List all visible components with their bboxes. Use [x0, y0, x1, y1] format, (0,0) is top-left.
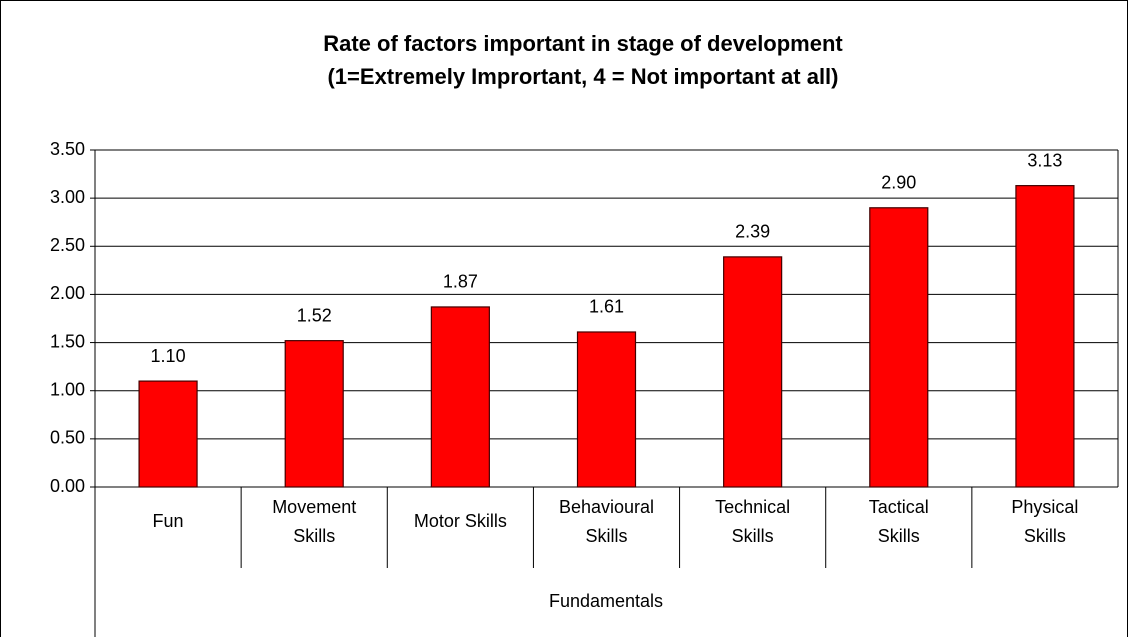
y-tick-label: 0.00 — [50, 476, 85, 496]
x-tick-label-line: Skills — [732, 526, 774, 546]
bar — [576, 331, 637, 488]
data-label: 2.90 — [881, 173, 916, 193]
y-tick-label: 3.50 — [50, 139, 85, 159]
data-label: 3.13 — [1027, 150, 1062, 170]
bar — [430, 306, 490, 488]
x-tick-label-line: Physical — [1011, 497, 1078, 517]
y-tick-label: 3.00 — [50, 187, 85, 207]
y-tick-label: 1.50 — [50, 331, 85, 351]
x-tick-label: Technical Skills — [715, 497, 790, 546]
y-tick-label: 2.00 — [50, 283, 85, 303]
data-label: 2.39 — [735, 222, 770, 242]
x-tick-label-line: Technical — [715, 497, 790, 517]
x-tick-label-line: Behavioural — [559, 497, 654, 517]
x-tick-label: Fun — [153, 511, 184, 531]
x-tick-label: Movement Skills — [272, 497, 356, 546]
x-tick-label: Behavioural Skills — [559, 497, 654, 546]
bar — [723, 256, 783, 488]
x-tick-label-line: Tactical — [869, 497, 929, 517]
y-tick-label: 2.50 — [50, 235, 85, 255]
x-tick-label-line: Skills — [878, 526, 920, 546]
y-tick-label: 0.50 — [50, 428, 85, 448]
data-label: 1.61 — [589, 297, 624, 317]
x-tick-label: Motor Skills — [414, 511, 507, 531]
x-tick-label: Tactical Skills — [869, 497, 929, 546]
data-label: 1.10 — [151, 346, 186, 366]
bar — [284, 340, 344, 488]
x-tick-label-line: Skills — [293, 526, 335, 546]
data-label: 1.87 — [443, 272, 478, 292]
chart-title: Rate of factors important in stage of de… — [323, 31, 843, 56]
bar — [138, 380, 198, 488]
x-tick-label-line: Movement — [272, 497, 356, 517]
x-tick-label-line: Skills — [585, 526, 627, 546]
bar — [869, 207, 929, 488]
bar — [1015, 185, 1075, 488]
x-tick-label: Physical Skills — [1011, 497, 1078, 546]
chart-subtitle: (1=Extremely Imprortant, 4 = Not importa… — [327, 64, 838, 89]
x-tick-label-line: Skills — [1024, 526, 1066, 546]
data-label: 1.52 — [297, 305, 332, 325]
x-group-label: Fundamentals — [549, 591, 663, 611]
y-tick-label: 1.00 — [50, 379, 85, 399]
